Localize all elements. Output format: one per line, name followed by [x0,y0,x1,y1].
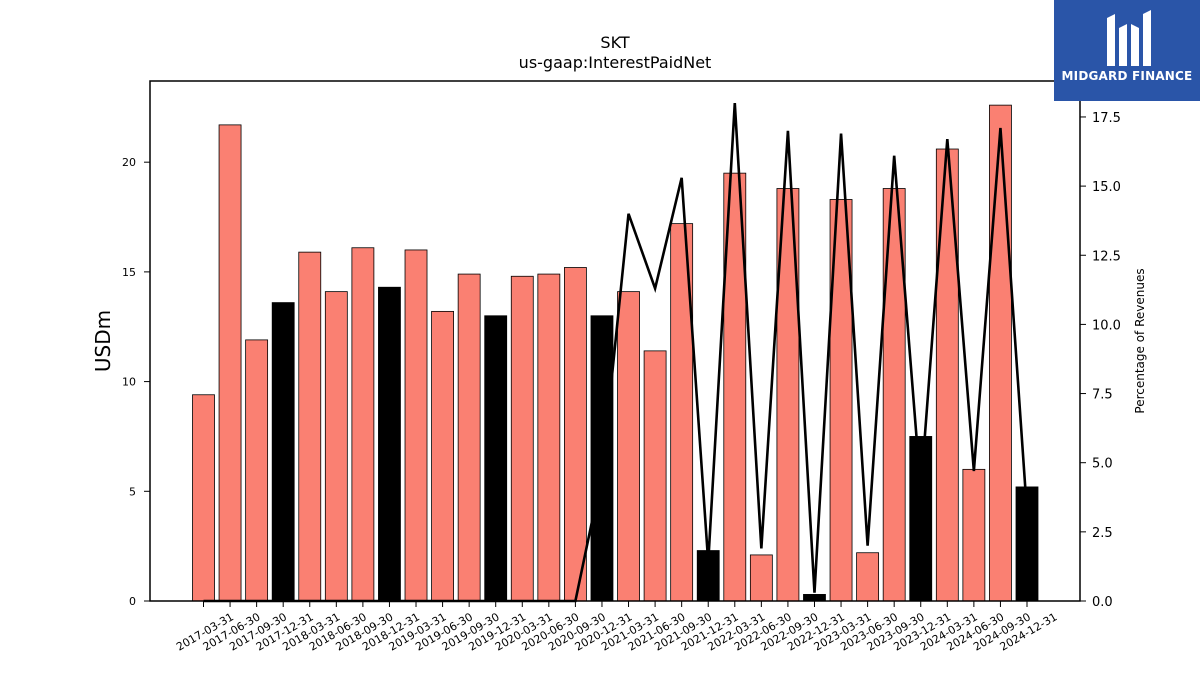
y-right-tick-label: 15.0 [1092,180,1121,195]
bar [643,350,667,602]
bar-series [192,104,1039,602]
left-axis-ticks: 0 5 10 15 20 [122,156,150,608]
brand-logo: MIDGARD FINANCE [1054,0,1200,101]
bar [245,339,269,602]
logo-text: MIDGARD FINANCE [1061,69,1193,83]
right-axis-ticks: 0.0 2.5 5.0 7.5 10.0 12.5 15.0 17.5 [1080,111,1121,610]
bar [617,291,640,602]
y-right-tick-label: 0.0 [1092,595,1113,610]
bar [803,594,826,602]
y-tick-label: 10 [122,376,136,389]
bar [404,249,428,602]
y-tick-label: 0 [129,595,136,608]
y-right-tick-label: 2.5 [1092,526,1113,541]
x-axis-ticks: 2017-03-312017-06-302017-09-302017-12-31… [174,601,1060,654]
logo-mark-icon [1107,10,1151,66]
bar [324,291,348,602]
bar [564,267,587,602]
bar [457,273,481,602]
y-right-tick-label: 17.5 [1092,111,1121,126]
y-right-tick-label: 5.0 [1092,457,1113,472]
bar [856,552,880,602]
bar [271,302,295,602]
bar [510,275,534,602]
bar [989,104,1012,602]
y-axis-label-right: Percentage of Revenues [1133,268,1147,413]
y-right-tick-label: 10.0 [1092,318,1121,333]
y-axis-label: USDm [91,310,115,372]
bar [962,468,986,602]
bar [192,394,215,602]
bar [378,286,401,602]
y-right-tick-label: 12.5 [1092,249,1121,264]
bar [590,315,614,602]
bar [218,124,242,602]
bar [298,251,322,602]
plot-frame [149,80,1081,602]
bar [431,310,454,602]
y-tick-label: 20 [122,156,136,169]
y-tick-label: 15 [122,266,136,279]
bar [484,315,508,602]
bar [749,554,773,602]
chart-title: SKT [600,33,629,52]
bar [935,148,959,602]
bar [351,247,375,602]
bar [909,436,933,602]
y-right-tick-label: 7.5 [1092,388,1113,403]
bar [537,273,561,602]
chart-subtitle: us-gaap:InterestPaidNet [519,53,712,72]
y-tick-label: 5 [129,485,136,498]
